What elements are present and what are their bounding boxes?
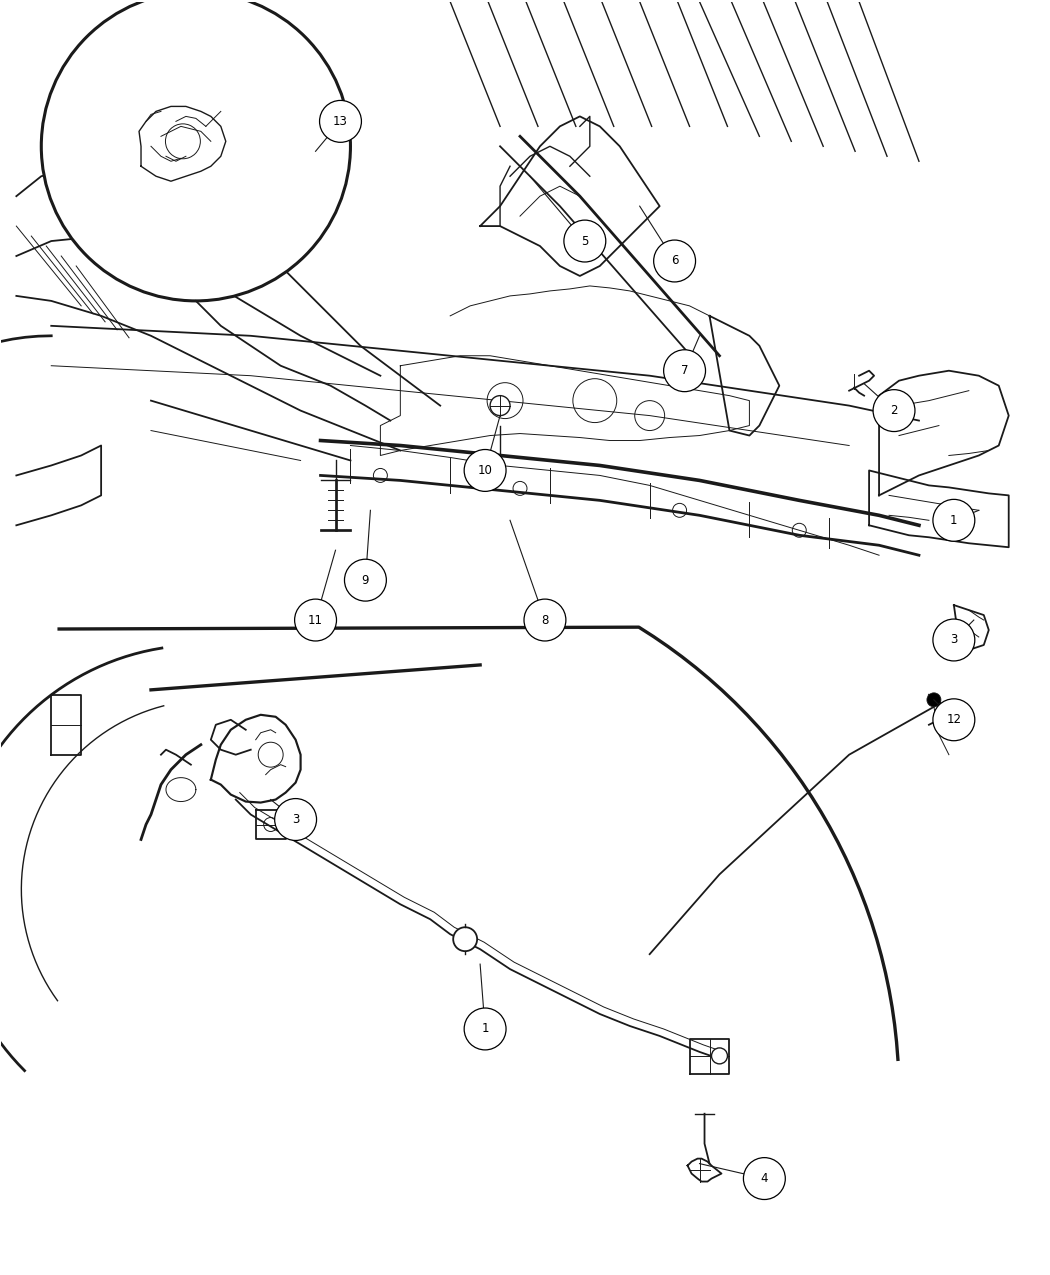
Circle shape <box>295 599 336 641</box>
Circle shape <box>41 0 351 301</box>
Circle shape <box>490 395 510 416</box>
Text: 12: 12 <box>946 713 962 727</box>
Circle shape <box>464 450 506 491</box>
Circle shape <box>319 101 361 143</box>
Text: 1: 1 <box>950 514 958 527</box>
Text: 13: 13 <box>333 115 348 128</box>
Circle shape <box>932 500 974 542</box>
Circle shape <box>454 927 477 951</box>
Circle shape <box>564 221 606 261</box>
Circle shape <box>344 560 386 601</box>
Circle shape <box>927 692 941 706</box>
Text: 8: 8 <box>541 613 549 626</box>
Text: 10: 10 <box>478 464 492 477</box>
Text: 5: 5 <box>581 235 589 247</box>
Circle shape <box>524 599 566 641</box>
Circle shape <box>464 1009 506 1049</box>
Text: 9: 9 <box>361 574 370 586</box>
Text: 4: 4 <box>760 1172 769 1184</box>
Text: 6: 6 <box>671 255 678 268</box>
Circle shape <box>664 349 706 391</box>
Circle shape <box>712 1048 728 1063</box>
Text: 11: 11 <box>308 613 323 626</box>
Text: 3: 3 <box>950 634 958 646</box>
Text: 3: 3 <box>292 813 299 826</box>
Text: 7: 7 <box>680 365 689 377</box>
Circle shape <box>932 699 974 741</box>
Circle shape <box>874 390 915 431</box>
Text: 1: 1 <box>481 1023 489 1035</box>
Circle shape <box>932 620 974 660</box>
Circle shape <box>654 240 695 282</box>
Circle shape <box>743 1158 785 1200</box>
Text: 2: 2 <box>890 404 898 417</box>
Circle shape <box>275 798 316 840</box>
